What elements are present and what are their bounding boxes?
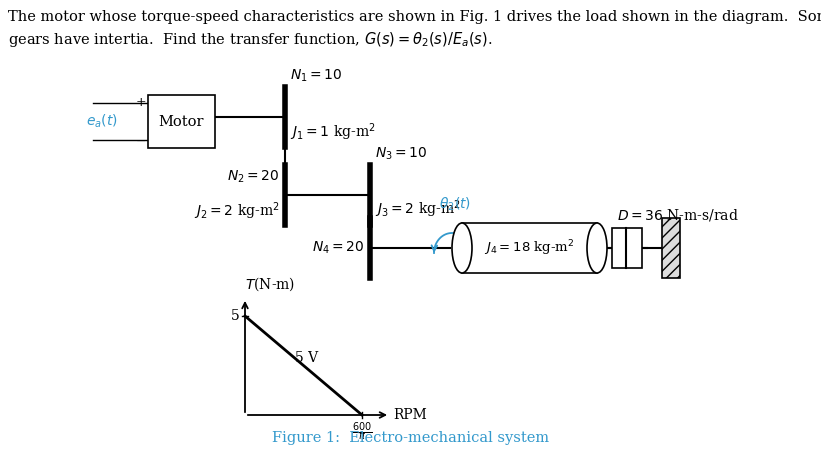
Bar — [662, 218, 680, 278]
Text: $N_4 = 20$: $N_4 = 20$ — [312, 240, 365, 256]
Text: Figure 1:  Electro-mechanical system: Figure 1: Electro-mechanical system — [272, 431, 549, 445]
Bar — [148, 95, 215, 148]
Text: +: + — [135, 96, 146, 110]
Ellipse shape — [587, 223, 607, 273]
Bar — [462, 223, 597, 273]
Bar — [612, 228, 642, 268]
Text: $D = 36$ N-m-s/rad: $D = 36$ N-m-s/rad — [617, 207, 739, 223]
Text: $e_a(t)$: $e_a(t)$ — [86, 113, 118, 130]
Text: 5: 5 — [232, 309, 240, 323]
Text: $N_1 = 10$: $N_1 = 10$ — [290, 67, 342, 84]
Text: gears have intertia.  Find the transfer function, $G(s) = \theta_2(s)/E_a(s)$.: gears have intertia. Find the transfer f… — [8, 30, 493, 49]
Text: $N_2 = 20$: $N_2 = 20$ — [227, 169, 280, 185]
Text: $J_4= 18$ kg-m$^2$: $J_4= 18$ kg-m$^2$ — [484, 238, 575, 258]
Text: Motor: Motor — [158, 115, 204, 128]
Ellipse shape — [452, 223, 472, 273]
Text: $-$: $-$ — [135, 133, 146, 147]
Text: $\theta_2(t)$: $\theta_2(t)$ — [439, 196, 471, 213]
Text: $N_3 = 10$: $N_3 = 10$ — [375, 146, 428, 162]
Text: 5 V: 5 V — [295, 351, 318, 365]
Text: $J_1=1$ kg-m$^2$: $J_1=1$ kg-m$^2$ — [290, 121, 376, 143]
Text: $J_2= 2$ kg-m$^2$: $J_2= 2$ kg-m$^2$ — [195, 200, 280, 222]
Text: $J_3= 2$ kg-m$^2$: $J_3= 2$ kg-m$^2$ — [375, 198, 461, 220]
Text: RPM: RPM — [393, 408, 427, 422]
Text: The motor whose torque-speed characteristics are shown in Fig. 1 drives the load: The motor whose torque-speed characteris… — [8, 10, 821, 24]
Text: $T$(N-m): $T$(N-m) — [245, 275, 295, 293]
Text: $\frac{600}{\pi}$: $\frac{600}{\pi}$ — [351, 420, 372, 443]
